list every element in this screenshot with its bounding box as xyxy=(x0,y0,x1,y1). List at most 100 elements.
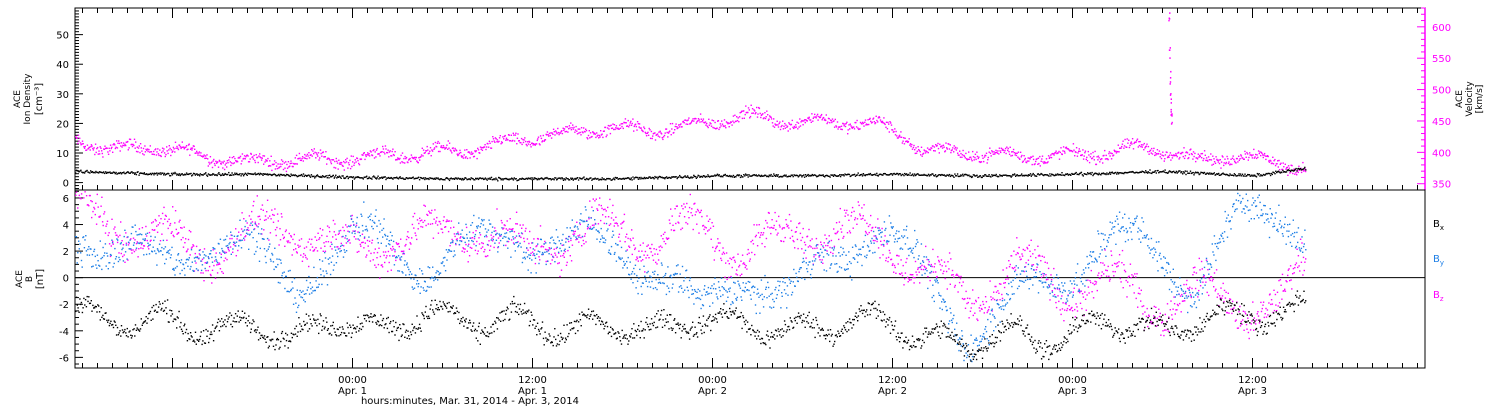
bz-point xyxy=(173,235,175,238)
density-point xyxy=(1105,173,1107,176)
velocity-point xyxy=(817,119,819,121)
bz-point xyxy=(277,220,279,222)
bz-point xyxy=(222,272,224,274)
velocity-point xyxy=(1200,153,1202,155)
velocity-point xyxy=(1015,152,1017,154)
bz-point xyxy=(1130,277,1132,279)
density-point xyxy=(868,173,871,176)
density-point xyxy=(127,171,130,173)
density-point xyxy=(897,172,899,175)
density-point xyxy=(487,177,489,180)
velocity-point xyxy=(393,154,395,157)
velocity-point xyxy=(174,141,177,143)
bz-point xyxy=(958,275,960,278)
velocity-point xyxy=(1175,154,1178,156)
density-point xyxy=(687,176,690,179)
density-point xyxy=(959,175,961,177)
density-point xyxy=(934,174,937,176)
velocity-point xyxy=(475,150,477,152)
bz-point xyxy=(1009,263,1011,266)
bz-point xyxy=(530,252,532,254)
bz-point xyxy=(702,225,704,227)
velocity-point xyxy=(633,125,635,128)
velocity-point xyxy=(855,121,857,124)
density-point xyxy=(956,175,958,177)
density-point xyxy=(542,178,545,181)
bz-point xyxy=(123,254,125,256)
velocity-point xyxy=(770,116,772,118)
velocity-point xyxy=(941,145,943,147)
velocity-point xyxy=(228,159,230,161)
bz-point xyxy=(1170,300,1172,302)
velocity-point xyxy=(859,128,861,130)
bz-point xyxy=(361,241,363,244)
velocity-point xyxy=(1127,142,1129,144)
velocity-point xyxy=(1142,144,1144,146)
density-point xyxy=(436,178,438,180)
velocity-point xyxy=(922,153,924,155)
density-point xyxy=(526,177,528,180)
bz-point xyxy=(707,230,709,232)
velocity-point xyxy=(275,165,278,167)
velocity-point xyxy=(224,164,226,166)
density-point xyxy=(1203,171,1206,174)
density-point xyxy=(1094,172,1097,174)
velocity-point xyxy=(586,137,588,139)
velocity-point xyxy=(775,124,778,126)
bz-point xyxy=(91,216,93,219)
velocity-point xyxy=(976,155,979,158)
bz-point xyxy=(968,317,970,319)
bz-point xyxy=(821,259,823,261)
density-point xyxy=(598,179,600,181)
density-point xyxy=(540,177,542,180)
velocity-point xyxy=(1184,155,1187,157)
velocity-point xyxy=(812,117,814,119)
bz-point xyxy=(544,248,547,251)
velocity-point xyxy=(883,117,885,119)
bz-point xyxy=(1208,294,1210,297)
bz-point xyxy=(793,240,795,243)
bz-point xyxy=(1102,262,1104,264)
bz-point xyxy=(373,252,375,254)
density-point xyxy=(1143,171,1145,173)
bz-point xyxy=(520,236,522,239)
velocity-point xyxy=(452,147,454,149)
bz-point xyxy=(85,195,88,197)
density-point xyxy=(303,175,305,178)
bz-point xyxy=(500,219,503,222)
velocity-point xyxy=(1117,151,1119,153)
velocity-point xyxy=(535,143,538,145)
bz-point xyxy=(1213,286,1215,288)
bz-point xyxy=(190,231,192,233)
bz-point xyxy=(1182,300,1185,302)
bz-point xyxy=(287,241,289,244)
bz-point xyxy=(801,236,804,239)
density-point xyxy=(1117,173,1120,175)
density-point xyxy=(948,173,951,176)
velocity-point xyxy=(1037,163,1039,165)
bz-point xyxy=(427,214,429,216)
bz-point xyxy=(1071,310,1074,312)
velocity-point xyxy=(911,143,913,146)
bz-point xyxy=(364,242,366,244)
velocity-point xyxy=(686,120,688,122)
velocity-point xyxy=(472,152,474,155)
bz-point xyxy=(1150,320,1152,323)
density-point xyxy=(1257,174,1259,176)
bz-point xyxy=(812,247,814,250)
bz-point xyxy=(292,238,294,241)
density-point xyxy=(208,174,211,176)
bz-point xyxy=(134,239,136,241)
density-point xyxy=(500,179,502,181)
velocity-point xyxy=(1154,154,1156,157)
velocity-point xyxy=(937,147,940,150)
velocity-point xyxy=(412,157,415,160)
bz-point xyxy=(474,249,477,252)
bz-point xyxy=(1247,331,1250,334)
density-point xyxy=(745,174,748,176)
velocity-point xyxy=(139,143,142,145)
bz-point xyxy=(999,299,1001,301)
bz-point xyxy=(594,200,596,202)
density-point xyxy=(227,173,229,176)
velocity-point xyxy=(405,156,408,159)
